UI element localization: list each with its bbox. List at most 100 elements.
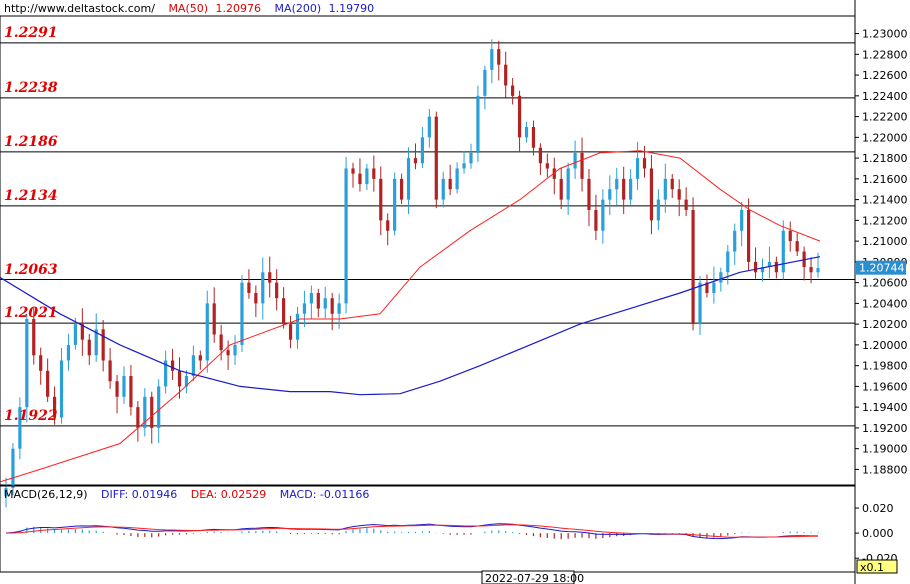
y-tick-label: 1.20200 [862,318,908,331]
candle-body [143,396,147,428]
candle-body [573,152,577,169]
moving-averages [0,150,821,483]
candle-body [184,376,189,387]
candle-body [275,282,279,299]
candle-body [170,360,175,371]
ma200-value: 1.19790 [328,2,375,15]
candle-body [726,251,730,273]
y-tick-label: 1.22600 [862,69,908,82]
candle-body [781,230,785,273]
date-label: 2022-07-29 18:00 [485,572,584,584]
level-lines [0,42,855,427]
y-tick-label: 1.21600 [862,173,908,186]
candle-body [712,282,716,294]
candle-body [316,293,320,309]
candle-body [448,178,452,190]
candle-body [733,230,737,252]
candle-body [656,199,660,221]
candle-body [608,189,612,200]
candle-body [705,282,709,294]
candle-body [538,147,542,164]
candle-body [365,168,369,185]
ma200-label: MA(200) [274,2,322,15]
candle-body [101,329,105,361]
candle-body [351,168,355,174]
macd-dea-line [5,524,819,538]
candle-body [413,158,418,164]
candle-body [753,261,758,273]
candle-body [393,178,397,231]
candle-body [372,168,376,179]
candle-body [566,168,570,200]
candle-body [420,137,425,164]
candle-body [52,396,57,418]
macd-title: MACD(26,12,9) [4,488,88,501]
candle-body [594,209,598,231]
site-url[interactable]: http://www.deltastock.com/ [4,2,155,15]
candle-body [39,355,43,371]
price-axis: 1.23000 1.22800 1.22600 1.22400 1.22200 1.220… [854,0,910,584]
macd-value: MACD: -0.01166 [279,488,370,501]
candle-body [497,49,501,65]
candle-body [691,209,695,325]
candle-body [129,376,133,408]
candle-body [247,282,251,294]
candle-body [219,334,223,351]
candle-body [635,158,640,179]
macd-tick-label: 0.000 [862,527,894,540]
candle-body [774,261,778,273]
candle-body [25,318,29,408]
candle-body [559,178,563,200]
candle-body [622,178,626,200]
candle-body [469,152,473,164]
macd-tick-label: 0.020 [862,502,894,515]
candles [4,39,820,508]
scale-badge-bg [856,559,898,574]
candle-body [670,178,674,190]
ma50-line [0,150,821,483]
ma200-line [0,256,821,396]
candle-body [358,173,362,185]
candle-body [150,396,154,428]
candle-body [649,168,654,221]
candle-body [642,158,647,169]
candle-body [545,163,549,169]
level-label: 1.2186 [4,133,58,150]
candle-body [205,303,209,361]
candle-body [531,126,536,148]
candle-body [462,163,466,169]
candle-body [261,272,265,304]
candle-body [615,178,619,190]
candle-body [268,272,272,283]
y-tick-label: 1.22800 [862,48,908,61]
candle-body [552,168,556,179]
candle-body [490,49,494,70]
candle-body [136,407,140,428]
candle-body [32,318,36,356]
y-tick-label: 1.19600 [862,380,908,393]
candle-body [240,282,244,345]
macd-diff: DIFF: 0.01946 [101,488,178,501]
chart-header: http://www.deltastock.com/ MA(50) 1.2097… [4,2,384,15]
candle-body [73,324,78,345]
candle-body [677,189,681,200]
candle-body [66,344,71,361]
candle-body [476,95,480,153]
macd-header: MACD(26,12,9) DIFF: 0.01946 DEA: 0.02529… [4,488,379,501]
candle-body [323,298,327,309]
candle-body [226,350,230,356]
candle-body [809,267,813,273]
level-label: 1.2238 [4,79,58,96]
candle-body [282,298,286,325]
candle-body [212,303,216,335]
y-tick-label: 1.20000 [862,339,908,352]
candle-body [698,282,702,325]
level-label: 1.1922 [4,407,58,424]
y-tick-label: 1.23000 [862,28,908,41]
ma50-value: 1.20976 [215,2,262,15]
candle-body [288,324,293,340]
candle-body [80,324,84,340]
candle-body [740,209,744,231]
